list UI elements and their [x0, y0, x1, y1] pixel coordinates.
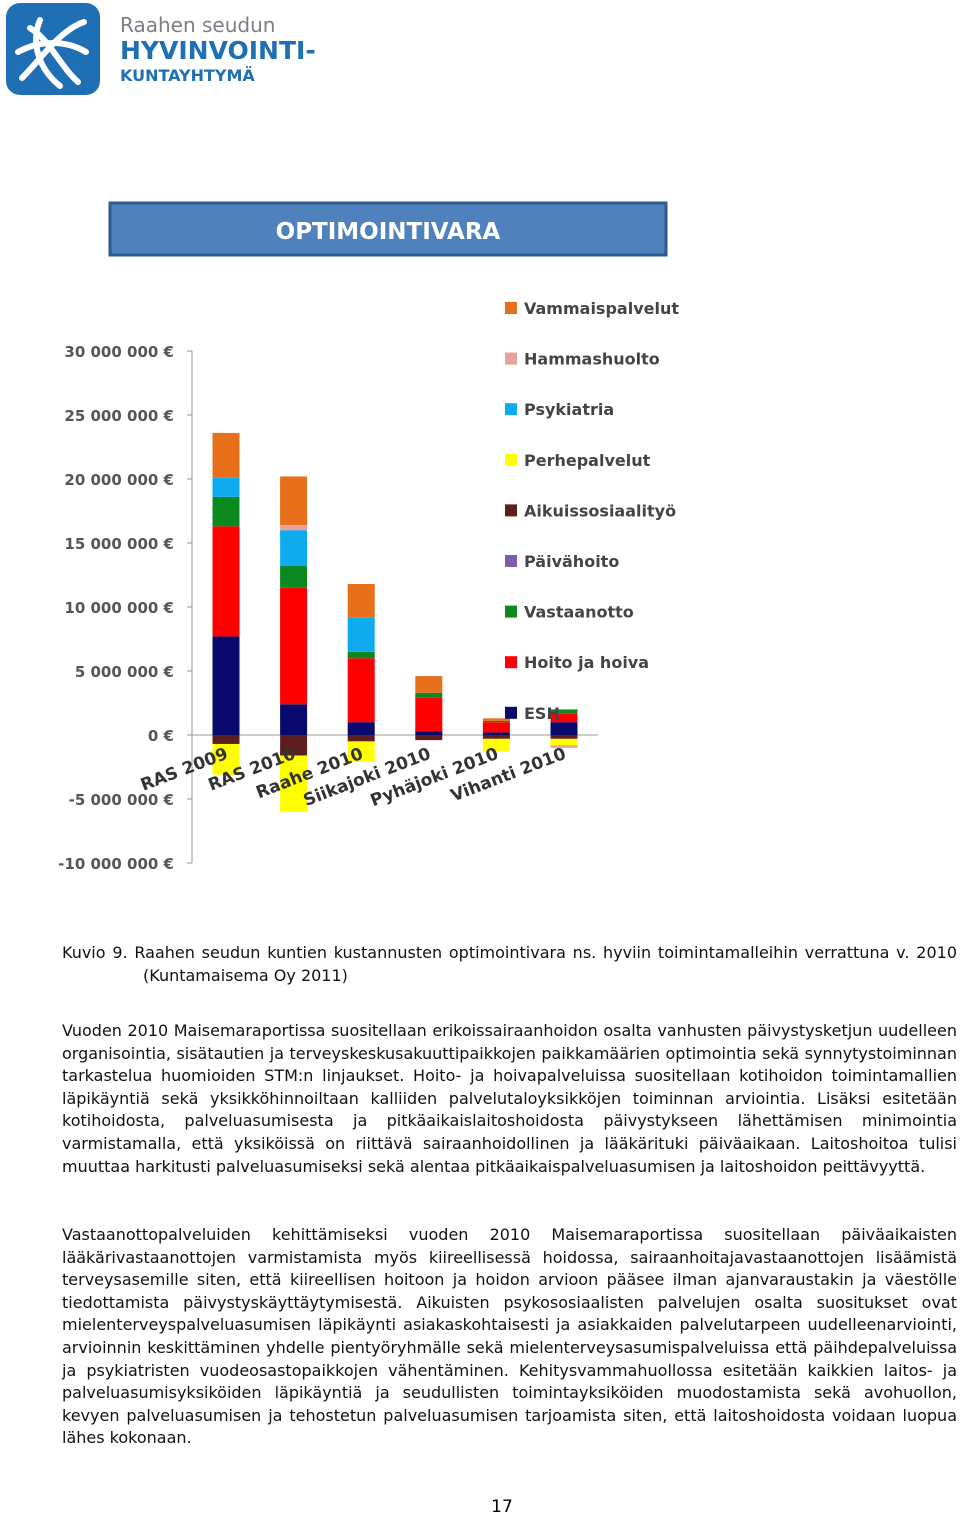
- bar-segment: [212, 496, 240, 527]
- bar-segment: [415, 697, 443, 732]
- bar-segment: [550, 735, 578, 739]
- legend-label: ESH: [524, 704, 560, 723]
- y-tick-label: 15 000 000 €: [64, 535, 174, 553]
- bar-segment: [482, 735, 510, 739]
- y-tick-label: 30 000 000 €: [64, 343, 174, 361]
- bar-segment: [347, 735, 375, 742]
- bar-segment: [415, 692, 443, 698]
- bar-segment: [212, 432, 240, 478]
- bar-segment: [550, 709, 578, 714]
- caption: Kuvio 9. Raahen seudun kuntien kustannus…: [62, 943, 957, 985]
- y-tick-label: -10 000 000 €: [58, 855, 174, 873]
- y-tick-label: 25 000 000 €: [64, 407, 174, 425]
- logo-knot: [15, 17, 89, 89]
- bar-segment: [347, 651, 375, 659]
- bar-segment: [347, 722, 375, 735]
- legend-swatch: [505, 656, 517, 669]
- bar-segment: [550, 722, 578, 735]
- bar-segment: [212, 636, 240, 735]
- bar-segment: [347, 658, 375, 723]
- org-line: HYVINVOINTI-: [120, 36, 316, 65]
- legend-swatch: [505, 605, 517, 618]
- legend-swatch: [505, 453, 517, 466]
- bar-segment: [212, 526, 240, 637]
- legend-label: Päivähoito: [524, 552, 619, 571]
- page-number: 17: [491, 1497, 513, 1517]
- bar-segment: [550, 738, 578, 746]
- legend-label: Hammashuolto: [524, 350, 660, 369]
- legend-label: Vammaispalvelut: [524, 299, 679, 318]
- bar-segment: [347, 741, 375, 762]
- bar-segment: [347, 583, 375, 618]
- legend-swatch: [505, 555, 517, 567]
- paragraph: Vastaanottopalveluiden kehittämiseksi vu…: [62, 1225, 957, 1448]
- y-tick-label: 20 000 000 €: [64, 471, 174, 489]
- y-tick-label: -5 000 000 €: [69, 791, 174, 809]
- bar-segment: [482, 722, 510, 733]
- paragraph: Vuoden 2010 Maisemaraportissa suositella…: [62, 1021, 957, 1176]
- y-tick-label: 10 000 000 €: [64, 599, 174, 617]
- logo: Raahen seudun HYVINVOINTI- KUNTAYHTYMÄ: [6, 3, 316, 95]
- title-banner: [108, 201, 668, 257]
- legend-label: Aikuissosiaalityö: [524, 501, 676, 520]
- bar-segment: [280, 566, 308, 588]
- bar-segment: [550, 713, 578, 723]
- bar-segment: [415, 676, 443, 693]
- bar-segment: [280, 755, 308, 812]
- bar-segment: [280, 735, 308, 756]
- bar-segment: [280, 704, 308, 735]
- legend-swatch: [505, 403, 517, 416]
- bar-segment: [482, 732, 510, 735]
- y-tick-label: 5 000 000 €: [75, 663, 174, 681]
- figure: Raahen seudun HYVINVOINTI- KUNTAYHTYMÄ O…: [6, 3, 679, 873]
- legend-swatch: [505, 352, 517, 365]
- bar-segment: [482, 718, 510, 721]
- bar-segment: [212, 743, 240, 775]
- bar-segment: [482, 720, 510, 723]
- bar-segment: [212, 735, 240, 744]
- bar-segment: [280, 525, 308, 531]
- chart-title: OPTIMOINTIVARA: [276, 219, 501, 245]
- legend-label: Perhepalvelut: [524, 451, 651, 470]
- org-line: Raahen seudun: [120, 13, 275, 37]
- legend-swatch: [505, 302, 517, 314]
- legend-label: Hoito ja hoiva: [524, 653, 649, 672]
- y-tick-label: 0 €: [148, 727, 174, 745]
- org-line: KUNTAYHTYMÄ: [120, 66, 255, 85]
- bar-segment: [415, 735, 443, 741]
- bar-segment: [347, 617, 375, 652]
- bar-segment: [280, 530, 308, 567]
- bar-segment: [550, 745, 578, 748]
- legend-label: Psykiatria: [524, 400, 614, 419]
- bar-segment: [280, 476, 308, 526]
- legend-label: Vastaanotto: [524, 603, 634, 622]
- legend-swatch: [505, 706, 517, 719]
- bar-segment: [212, 477, 240, 497]
- bar-segment: [415, 731, 443, 735]
- bar-segment: [482, 738, 510, 752]
- legend-swatch: [505, 504, 517, 517]
- bar-segment: [280, 587, 308, 705]
